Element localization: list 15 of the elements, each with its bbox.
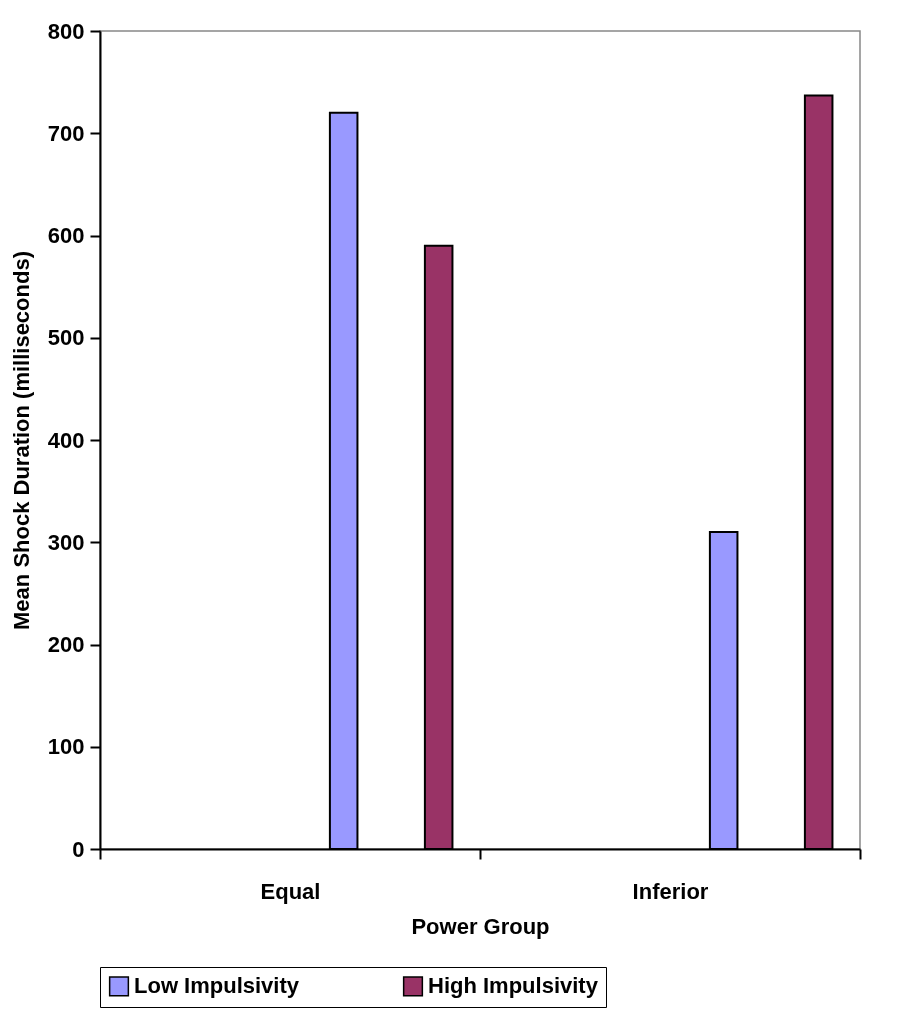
y-axis-title: Mean Shock Duration (milliseconds) (8, 251, 34, 630)
y-tick-label: 700 (47, 120, 85, 146)
y-tick-label: 300 (47, 529, 85, 555)
y-tick-label: 500 (47, 325, 85, 351)
y-tick-label: 800 (47, 18, 85, 44)
y-tick-label: 200 (47, 632, 85, 657)
y-tick-label: 600 (47, 223, 85, 248)
legend-label: Low Impulsivity (134, 973, 300, 999)
legend-label: High Impulsivity (428, 973, 599, 999)
y-tick-label: 100 (47, 734, 85, 760)
x-tick-label: Equal (260, 878, 321, 904)
y-tick-label: 400 (47, 427, 85, 453)
y-tick-label: 0 (72, 836, 85, 862)
x-tick-label: Inferior (632, 878, 709, 904)
x-axis-title: Power Group (411, 913, 550, 939)
